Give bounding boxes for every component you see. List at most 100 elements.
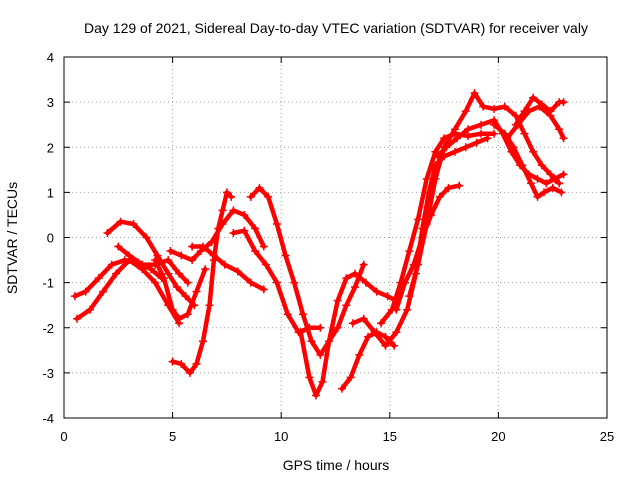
- sat-track-9: [229, 226, 325, 337]
- data-point: [333, 296, 342, 305]
- data-point: [450, 125, 459, 134]
- data-point: [298, 310, 307, 319]
- data-point: [405, 247, 414, 256]
- x-tick-label: 5: [169, 429, 176, 444]
- series-line: [72, 257, 164, 299]
- sat-track-1: [70, 256, 166, 301]
- data-point: [524, 107, 533, 116]
- data-point: [533, 192, 542, 201]
- data-point: [470, 89, 479, 98]
- data-point: [183, 310, 192, 319]
- data-point: [255, 183, 264, 192]
- sat-track-5: [151, 256, 210, 323]
- data-series: [70, 89, 568, 400]
- data-point: [555, 125, 564, 134]
- data-point: [422, 174, 431, 183]
- data-point: [199, 242, 208, 251]
- data-point: [442, 143, 451, 152]
- data-point: [201, 265, 210, 274]
- data-point: [188, 256, 197, 265]
- y-tick-label: 1: [47, 185, 54, 200]
- sat-track-11: [296, 269, 401, 400]
- data-point: [229, 206, 238, 215]
- data-point: [316, 350, 325, 359]
- data-point: [99, 287, 108, 296]
- data-point: [240, 210, 249, 219]
- data-point: [359, 260, 368, 269]
- data-point: [338, 384, 347, 393]
- data-point: [251, 224, 260, 233]
- data-point: [129, 219, 138, 228]
- data-point: [463, 125, 472, 134]
- data-point: [477, 120, 486, 129]
- y-tick-label: -3: [42, 366, 54, 381]
- data-point: [246, 192, 255, 201]
- data-point: [283, 310, 292, 319]
- data-point: [181, 292, 190, 301]
- data-point: [490, 129, 499, 138]
- data-point: [381, 332, 390, 341]
- data-point: [227, 192, 236, 201]
- data-point: [431, 174, 440, 183]
- data-point: [433, 152, 442, 161]
- data-point: [414, 260, 423, 269]
- data-point: [348, 319, 357, 328]
- data-point: [390, 341, 399, 350]
- data-point: [509, 143, 518, 152]
- sat-track-13: [348, 134, 492, 350]
- data-point: [359, 314, 368, 323]
- data-point: [138, 260, 147, 269]
- data-point: [342, 274, 351, 283]
- plot-frame: [63, 56, 608, 419]
- data-point: [264, 192, 273, 201]
- data-point: [370, 328, 379, 337]
- data-point: [172, 283, 181, 292]
- data-point: [290, 278, 299, 287]
- data-point: [307, 337, 316, 346]
- data-point: [401, 278, 410, 287]
- data-point: [559, 170, 568, 179]
- data-point: [164, 269, 173, 278]
- data-point: [440, 134, 449, 143]
- data-point: [346, 373, 355, 382]
- data-point: [107, 260, 116, 269]
- data-point: [70, 292, 79, 301]
- data-point: [450, 147, 459, 156]
- data-point: [73, 314, 82, 323]
- data-point: [422, 219, 431, 228]
- data-point: [272, 278, 281, 287]
- data-point: [324, 337, 333, 346]
- data-point: [205, 301, 214, 310]
- data-point: [142, 233, 151, 242]
- data-point: [192, 359, 201, 368]
- data-point: [175, 269, 184, 278]
- data-point: [116, 217, 125, 226]
- data-point: [305, 373, 314, 382]
- x-tick-label: 0: [60, 429, 67, 444]
- data-point: [542, 179, 551, 188]
- sat-track-14: [377, 129, 499, 328]
- data-point: [435, 192, 444, 201]
- data-point: [500, 102, 509, 111]
- data-point: [518, 161, 527, 170]
- y-axis-label: SDTVAR / TECUs: [4, 182, 20, 294]
- data-point: [383, 292, 392, 301]
- data-point: [477, 129, 486, 138]
- data-point: [192, 287, 201, 296]
- data-point: [455, 181, 464, 190]
- data-point: [381, 341, 390, 350]
- data-point: [546, 111, 555, 120]
- x-tick-label: 20: [491, 429, 505, 444]
- data-point: [557, 188, 566, 197]
- data-point: [511, 111, 520, 120]
- data-point: [311, 391, 320, 400]
- x-tick-label: 15: [383, 429, 397, 444]
- data-point: [103, 228, 112, 237]
- data-point: [461, 143, 470, 152]
- data-point: [177, 251, 186, 260]
- data-point: [403, 305, 412, 314]
- sat-track-20: [503, 102, 568, 143]
- x-tick-label: 25: [600, 429, 614, 444]
- y-tick-label: -4: [42, 411, 54, 426]
